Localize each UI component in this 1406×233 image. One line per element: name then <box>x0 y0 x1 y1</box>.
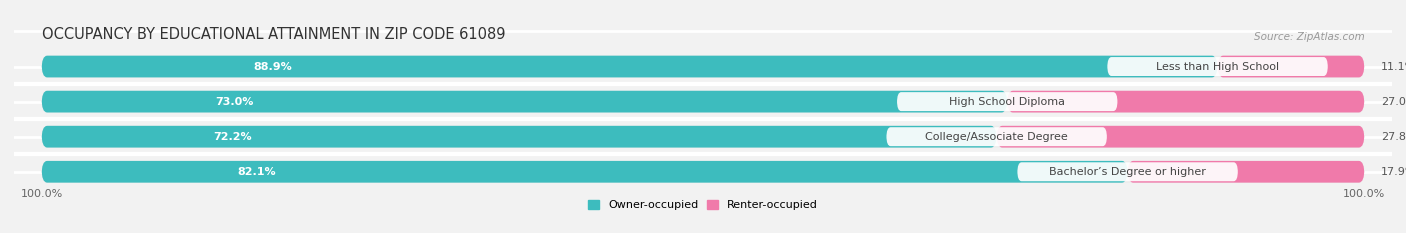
Text: 17.9%: 17.9% <box>1381 167 1406 177</box>
Text: OCCUPANCY BY EDUCATIONAL ATTAINMENT IN ZIP CODE 61089: OCCUPANCY BY EDUCATIONAL ATTAINMENT IN Z… <box>42 27 505 42</box>
FancyBboxPatch shape <box>1218 56 1364 77</box>
FancyBboxPatch shape <box>997 126 1364 147</box>
Text: 72.2%: 72.2% <box>214 132 252 142</box>
FancyBboxPatch shape <box>42 126 1364 147</box>
Text: 100.0%: 100.0% <box>1343 189 1385 199</box>
FancyBboxPatch shape <box>886 127 1107 146</box>
Text: 82.1%: 82.1% <box>238 167 276 177</box>
FancyBboxPatch shape <box>42 56 1364 77</box>
FancyBboxPatch shape <box>42 161 1364 183</box>
Legend: Owner-occupied, Renter-occupied: Owner-occupied, Renter-occupied <box>583 195 823 215</box>
Text: 73.0%: 73.0% <box>215 97 254 107</box>
FancyBboxPatch shape <box>42 56 1218 77</box>
Text: 88.9%: 88.9% <box>253 62 292 72</box>
FancyBboxPatch shape <box>42 161 1128 183</box>
Text: College/Associate Degree: College/Associate Degree <box>925 132 1069 142</box>
Text: Source: ZipAtlas.com: Source: ZipAtlas.com <box>1254 32 1364 42</box>
FancyBboxPatch shape <box>1128 161 1364 183</box>
FancyBboxPatch shape <box>1018 162 1237 181</box>
Text: High School Diploma: High School Diploma <box>949 97 1066 107</box>
Text: Less than High School: Less than High School <box>1156 62 1279 72</box>
FancyBboxPatch shape <box>42 91 1007 113</box>
Text: 27.0%: 27.0% <box>1381 97 1406 107</box>
FancyBboxPatch shape <box>42 126 997 147</box>
Text: 100.0%: 100.0% <box>21 189 63 199</box>
FancyBboxPatch shape <box>1108 57 1327 76</box>
Text: 11.1%: 11.1% <box>1381 62 1406 72</box>
FancyBboxPatch shape <box>42 91 1364 113</box>
FancyBboxPatch shape <box>1007 91 1364 113</box>
Text: Bachelor’s Degree or higher: Bachelor’s Degree or higher <box>1049 167 1206 177</box>
Text: 27.8%: 27.8% <box>1381 132 1406 142</box>
FancyBboxPatch shape <box>897 92 1118 111</box>
